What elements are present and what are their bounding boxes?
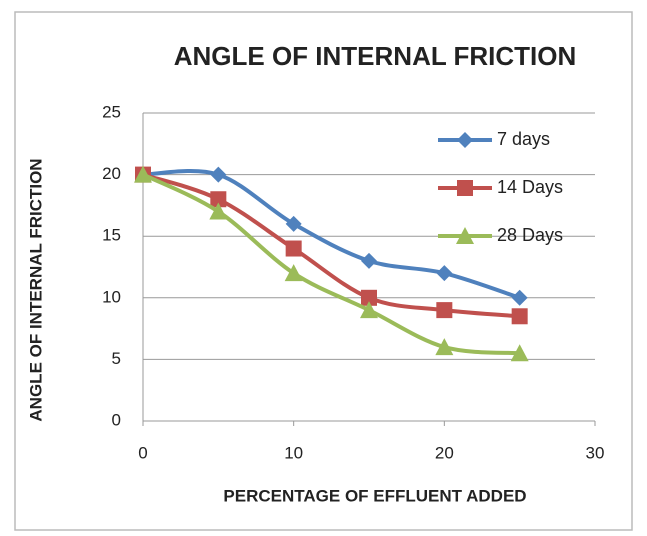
marker	[210, 166, 227, 183]
marker	[284, 264, 303, 282]
x-tick-label: 20	[435, 443, 454, 462]
x-axis-label: PERCENTAGE OF EFFLUENT ADDED	[223, 486, 526, 505]
x-tick-label: 10	[284, 443, 303, 462]
marker	[285, 215, 302, 232]
marker	[435, 338, 454, 356]
marker	[457, 180, 473, 196]
chart-title: ANGLE OF INTERNAL FRICTION	[174, 41, 577, 71]
marker	[285, 240, 302, 257]
marker	[361, 252, 377, 269]
y-tick-label: 10	[102, 287, 121, 306]
marker	[210, 191, 227, 208]
x-tick-label: 0	[138, 443, 147, 462]
y-tick-label: 25	[102, 102, 121, 121]
marker	[457, 132, 473, 148]
x-tick-label: 30	[586, 443, 605, 462]
marker	[361, 289, 377, 306]
legend-label: 14 Days	[497, 177, 563, 197]
y-tick-label: 15	[102, 226, 121, 245]
legend-label: 7 days	[497, 129, 550, 149]
marker	[209, 202, 228, 220]
marker	[360, 301, 378, 319]
y-axis-label: ANGLE OF INTERNAL FRICTION	[26, 158, 45, 421]
y-tick-label: 5	[112, 349, 121, 368]
marker	[511, 308, 528, 325]
marker	[134, 165, 152, 183]
y-tick-label: 0	[112, 410, 121, 429]
marker	[436, 302, 453, 319]
marker	[510, 344, 529, 362]
y-tick-label: 20	[102, 164, 121, 183]
marker	[511, 289, 528, 306]
marker	[436, 265, 453, 282]
legend-label: 28 Days	[497, 225, 563, 245]
marker	[456, 227, 474, 244]
